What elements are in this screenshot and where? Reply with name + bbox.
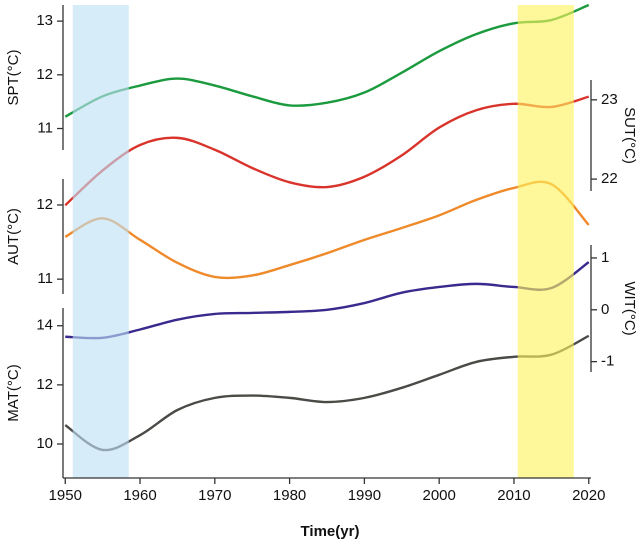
x-tick-label: 2010 — [497, 487, 530, 504]
y-tick-label: -1 — [601, 353, 614, 370]
y-tick-label: 13 — [36, 12, 53, 29]
x-tick-label: 1990 — [348, 487, 381, 504]
y-tick-label: 11 — [37, 119, 53, 136]
line — [64, 95, 590, 207]
x-tick-label: 2000 — [422, 487, 455, 504]
y-tick-label: 12 — [36, 66, 53, 83]
line — [65, 261, 590, 340]
line — [64, 334, 590, 452]
y-axis-label: SUT(°C) — [621, 107, 638, 164]
line — [64, 3, 590, 118]
y-tick-label: 12 — [36, 196, 53, 213]
y-axis-label: AUT(°C) — [5, 208, 22, 265]
highlight-band — [72, 5, 129, 478]
line — [64, 180, 590, 280]
x-tick-label: 2020 — [572, 487, 605, 504]
y-axis-label: WIT(°C) — [621, 281, 638, 335]
x-tick-label: 1960 — [123, 487, 156, 504]
x-tick-label: 1980 — [273, 487, 306, 504]
y-tick-label: 23 — [601, 91, 618, 108]
y-axis-label: SPT(°C) — [5, 50, 22, 106]
highlight-band — [517, 5, 574, 478]
y-tick-label: 1 — [601, 249, 609, 266]
x-tick-label: 1950 — [49, 487, 82, 504]
x-axis-label: Time(yr) — [301, 523, 360, 540]
y-tick-label: 12 — [36, 376, 53, 393]
y-tick-label: 10 — [36, 435, 53, 452]
y-axis-label: MAT(°C) — [5, 364, 22, 421]
y-tick-label: 11 — [37, 270, 53, 287]
x-tick-label: 1970 — [198, 487, 231, 504]
y-tick-label: 22 — [601, 170, 618, 187]
y-tick-label: 14 — [36, 317, 53, 334]
y-tick-label: 0 — [601, 301, 609, 318]
